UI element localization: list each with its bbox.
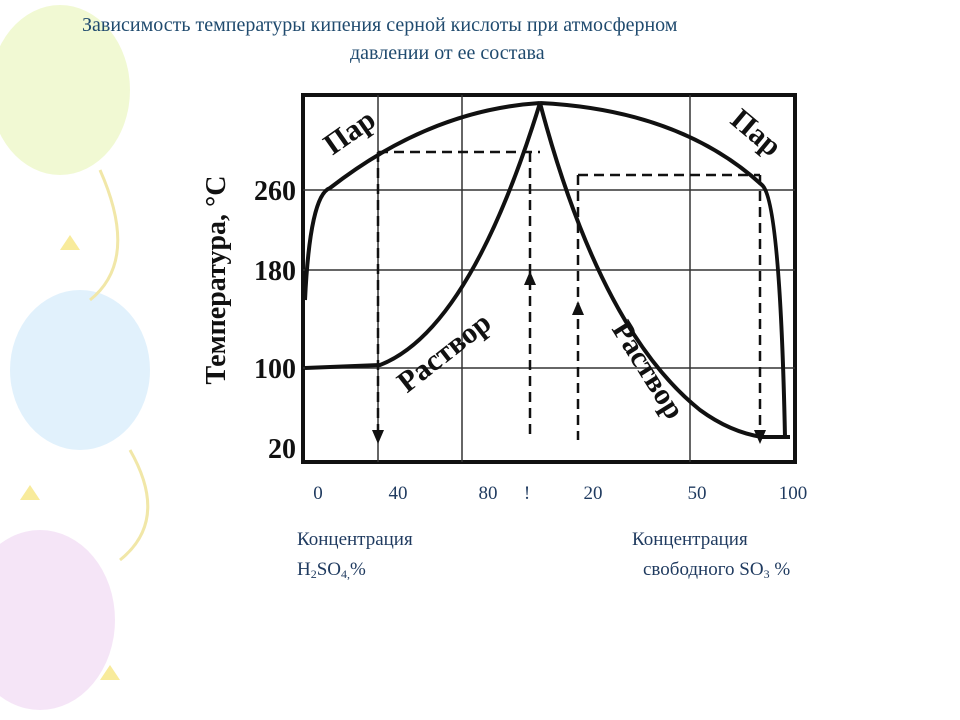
- caption: Концентрация: [632, 529, 748, 550]
- y-axis-label: Температура, °С: [201, 176, 232, 385]
- region-label: Раствор: [391, 306, 497, 399]
- caption-sub: 3: [763, 567, 770, 581]
- caption-part: %: [769, 559, 791, 580]
- x-tick-label: 100: [778, 483, 808, 504]
- caption: Концентрация: [297, 529, 413, 550]
- caption-sub: 2: [310, 567, 317, 581]
- caption-part: H: [297, 559, 311, 580]
- x-tick-label: 20: [583, 483, 603, 504]
- y-tick-label: 180: [254, 256, 296, 287]
- y-tick-label: 20: [268, 434, 296, 465]
- region-label: Пар: [318, 103, 382, 162]
- caption-part: %: [350, 559, 366, 580]
- x-tick-label: 80: [478, 483, 498, 504]
- caption: H2SO4,%: [297, 559, 366, 582]
- x-tick-label: 40: [388, 483, 408, 504]
- x-tick-label: !: [523, 483, 531, 504]
- caption-sub: 4,: [341, 567, 351, 581]
- y-tick-label: 260: [254, 176, 296, 207]
- caption-part: SO: [316, 559, 342, 580]
- caption: свободного SO3 %: [643, 559, 790, 582]
- title: давлении от ее состава: [350, 42, 545, 64]
- title: Зависимость температуры кипения серной к…: [82, 14, 678, 36]
- x-tick-label: 50: [687, 483, 707, 504]
- region-label: Пар: [724, 102, 787, 163]
- y-tick-label: 100: [254, 354, 296, 385]
- x-tick-label: 0: [313, 483, 323, 504]
- caption-part: свободного SO: [643, 559, 764, 580]
- region-label: Раствор: [605, 315, 691, 425]
